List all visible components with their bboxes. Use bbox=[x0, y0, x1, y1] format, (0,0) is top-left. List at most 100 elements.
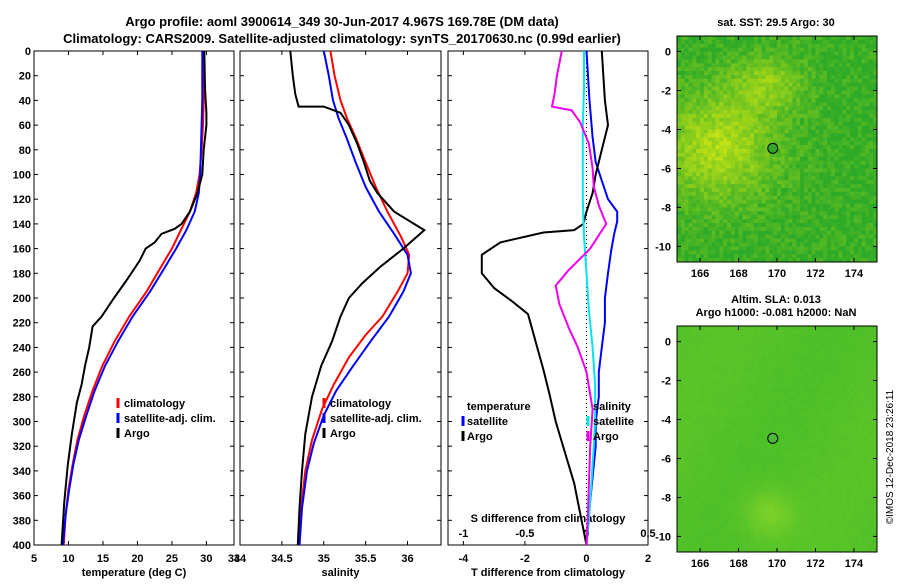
map-sst-cell bbox=[727, 114, 731, 118]
map-sst-cell bbox=[842, 52, 846, 56]
map-sst-cell bbox=[831, 149, 835, 153]
map-sst-cell bbox=[692, 59, 696, 63]
map-sst-cell bbox=[839, 250, 843, 254]
map-sst-cell bbox=[689, 250, 693, 254]
map-sla-cell bbox=[835, 435, 839, 439]
map-sla-cell bbox=[796, 443, 800, 447]
map-sst-cell bbox=[850, 243, 854, 247]
map-sla-cell bbox=[815, 357, 819, 361]
map-sla-cell bbox=[862, 384, 866, 388]
map-sst-cell bbox=[812, 207, 816, 211]
map-sst-cell bbox=[850, 114, 854, 118]
map-sla-cell bbox=[831, 447, 835, 451]
map-sst-cell bbox=[804, 130, 808, 134]
map-sst-cell bbox=[858, 36, 862, 40]
map-sst-cell bbox=[835, 168, 839, 172]
map-sla-cell bbox=[704, 357, 708, 361]
map-sst-cell bbox=[685, 59, 689, 63]
map-sst-cell bbox=[781, 52, 785, 56]
map-sst-x-tick-label: 166 bbox=[691, 268, 709, 280]
map-sst-cell bbox=[865, 231, 869, 235]
map-sst-cell bbox=[800, 157, 804, 161]
map-sla-cell bbox=[835, 408, 839, 412]
map-sla-cell bbox=[735, 404, 739, 408]
map-sst-cell bbox=[696, 94, 700, 98]
map-sst-cell bbox=[862, 122, 866, 126]
map-sst-cell bbox=[869, 246, 873, 250]
map-sst-cell bbox=[754, 55, 758, 59]
map-sst-cell bbox=[731, 153, 735, 157]
map-sst-cell bbox=[812, 235, 816, 239]
map-sst-cell bbox=[765, 172, 769, 176]
map-sla-cell bbox=[727, 330, 731, 334]
map-sst-cell bbox=[704, 83, 708, 87]
map-sst-cell bbox=[754, 254, 758, 258]
map-sst-cell bbox=[750, 102, 754, 106]
map-sst-cell bbox=[831, 122, 835, 126]
map-sst-cell bbox=[723, 48, 727, 52]
map-sla-cell bbox=[762, 338, 766, 342]
map-sla-cell bbox=[739, 384, 743, 388]
map-sst-cell bbox=[715, 52, 719, 56]
map-sst-cell bbox=[777, 91, 781, 95]
map-sla-cell bbox=[800, 412, 804, 416]
map-sst-cell bbox=[769, 102, 773, 106]
map-sla-cell bbox=[869, 369, 873, 373]
map-sla-cell bbox=[727, 392, 731, 396]
map-sst-cell bbox=[696, 63, 700, 67]
map-sla-cell bbox=[746, 388, 750, 392]
map-sst-cell bbox=[689, 79, 693, 83]
map-sst-cell bbox=[685, 165, 689, 169]
map-sst-cell bbox=[739, 207, 743, 211]
map-sst-cell bbox=[742, 215, 746, 219]
map-sla-cell bbox=[777, 400, 781, 404]
map-sst-cell bbox=[742, 79, 746, 83]
map-sla-cell bbox=[715, 326, 719, 330]
map-sst-cell bbox=[731, 161, 735, 165]
map-sst-cell bbox=[750, 239, 754, 243]
map-sst-cell bbox=[865, 204, 869, 208]
map-sla-cell bbox=[719, 338, 723, 342]
map-sla-cell bbox=[785, 334, 789, 338]
map-sst-cell bbox=[765, 114, 769, 118]
s-difference-tick-label: -1 bbox=[458, 528, 468, 540]
map-sla-cell bbox=[831, 408, 835, 412]
map-sst-cell bbox=[789, 110, 793, 114]
map-sst-cell bbox=[827, 165, 831, 169]
map-sst-cell bbox=[850, 250, 854, 254]
map-sla-cell bbox=[765, 384, 769, 388]
map-sst-cell bbox=[846, 223, 850, 227]
map-sst-cell bbox=[839, 94, 843, 98]
map-sst-cell bbox=[689, 133, 693, 137]
map-sst-cell bbox=[746, 91, 750, 95]
map-sst-cell bbox=[715, 200, 719, 204]
map-sst-cell bbox=[835, 130, 839, 134]
map-sla-cell bbox=[735, 384, 739, 388]
map-sst-cell bbox=[719, 172, 723, 176]
map-sst-cell bbox=[792, 157, 796, 161]
map-sst-cell bbox=[681, 145, 685, 149]
map-sla-cell bbox=[696, 384, 700, 388]
map-sst-cell bbox=[815, 114, 819, 118]
map-sla-cell bbox=[727, 353, 731, 357]
map-sst-cell bbox=[862, 168, 866, 172]
map-sst-cell bbox=[858, 118, 862, 122]
map-sst-cell bbox=[700, 192, 704, 196]
map-sla-cell bbox=[685, 381, 689, 385]
map-sst-cell bbox=[815, 79, 819, 83]
map-sst-cell bbox=[792, 94, 796, 98]
map-sla-cell bbox=[719, 334, 723, 338]
map-sla-cell bbox=[696, 427, 700, 431]
map-sst-cell bbox=[831, 243, 835, 247]
map-sst-cell bbox=[823, 246, 827, 250]
map-sst-cell bbox=[719, 180, 723, 184]
map-sst-cell bbox=[731, 133, 735, 137]
map-sst-cell bbox=[858, 106, 862, 110]
map-sla-cell bbox=[835, 384, 839, 388]
map-sla-cell bbox=[708, 396, 712, 400]
map-sst-cell bbox=[831, 75, 835, 79]
map-sst-cell bbox=[750, 211, 754, 215]
map-sst-cell bbox=[789, 172, 793, 176]
map-sst-cell bbox=[865, 153, 869, 157]
map-sst-cell bbox=[754, 141, 758, 145]
